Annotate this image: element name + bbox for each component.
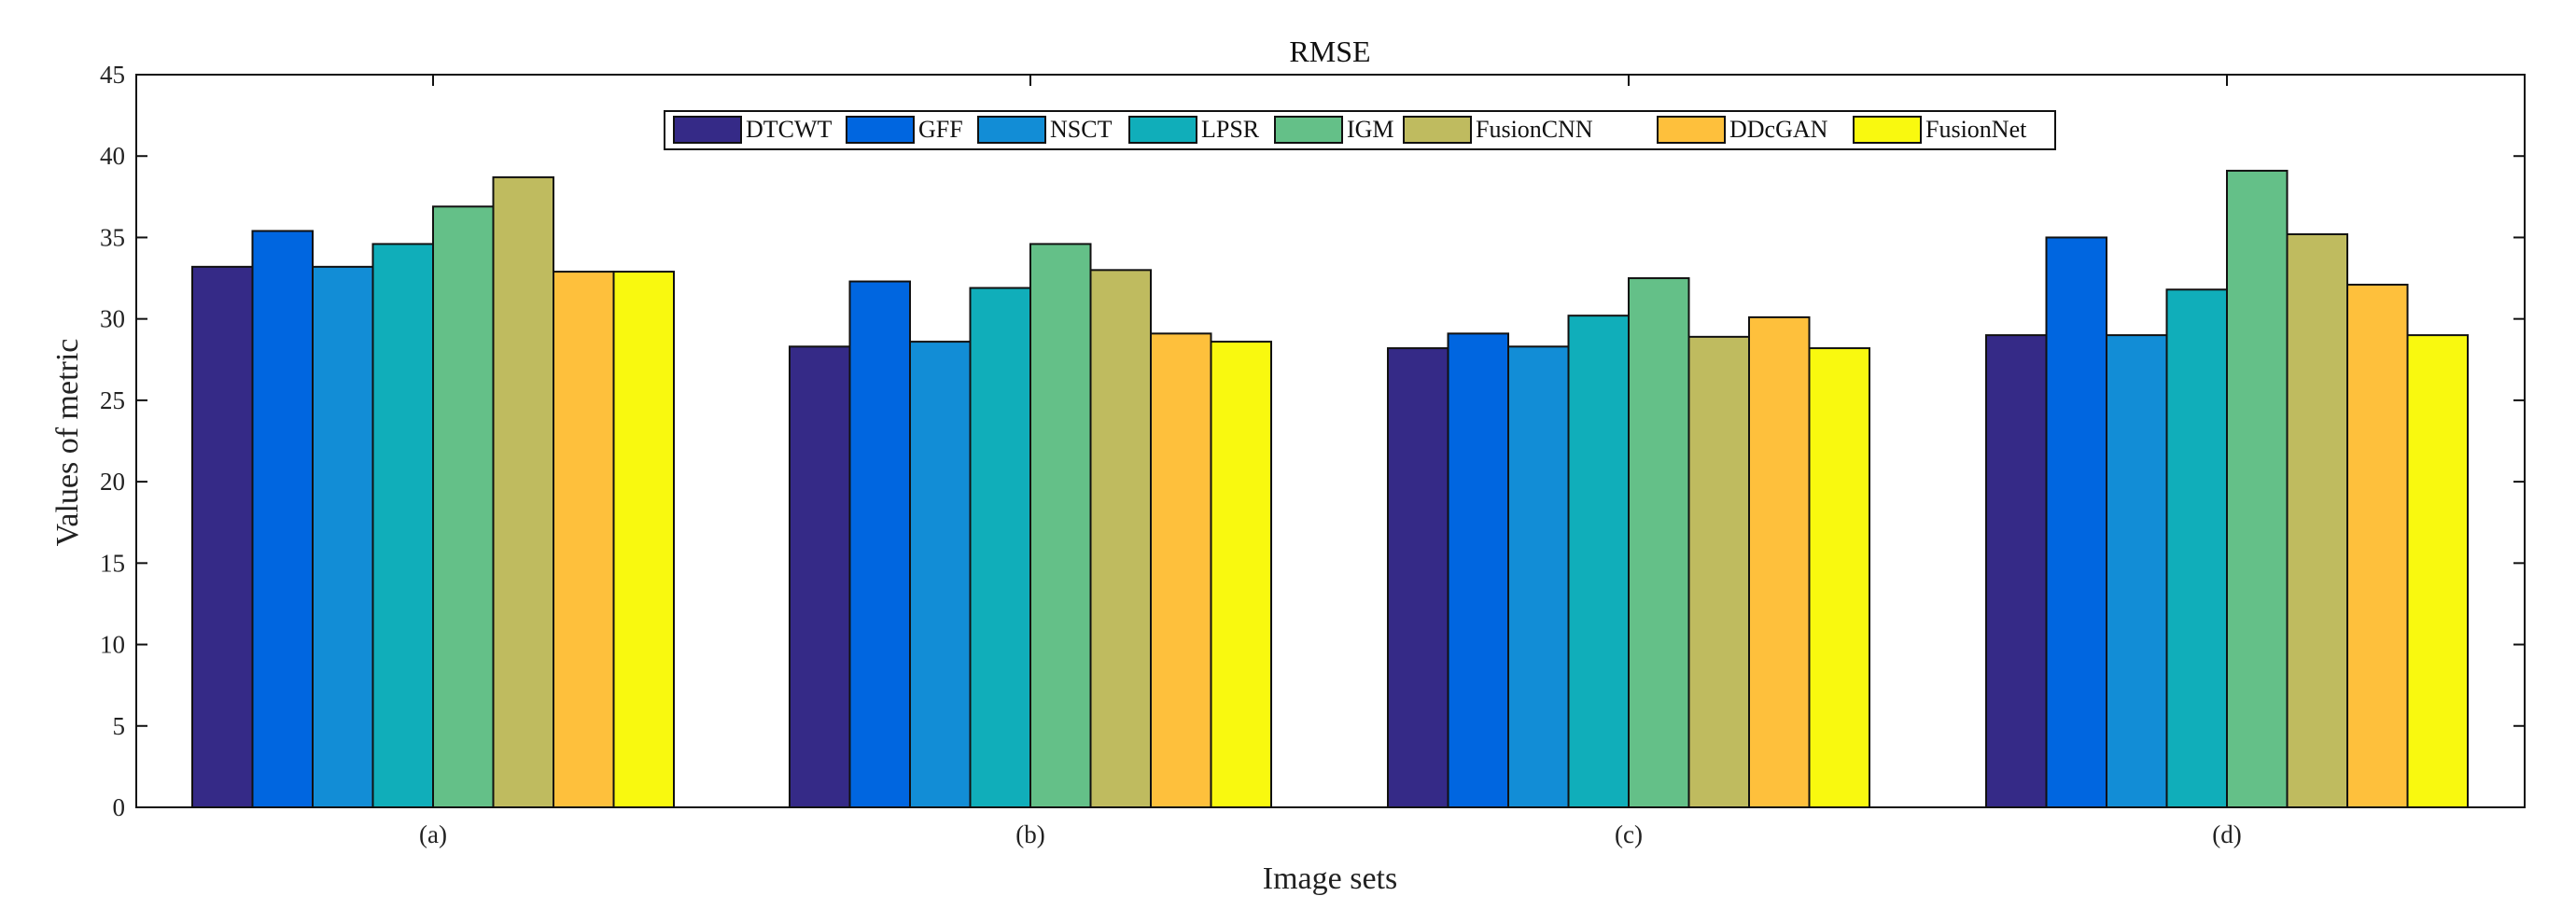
y-axis-label: Values of metric bbox=[50, 339, 85, 547]
x-tick-label: (c) bbox=[1615, 820, 1643, 848]
y-tick-label: 5 bbox=[113, 712, 126, 740]
bar-lpsr-b bbox=[969, 287, 1031, 808]
bar-nsct-d bbox=[2106, 334, 2168, 808]
legend-swatch-gff bbox=[846, 116, 915, 144]
legend-label-gff: GFF bbox=[918, 116, 963, 143]
legend-swatch-dtcwt bbox=[673, 116, 742, 144]
x-tick-label: (a) bbox=[419, 820, 447, 848]
legend-swatch-nsct bbox=[977, 116, 1046, 144]
bar-nsct-c bbox=[1507, 345, 1570, 808]
legend-swatch-igm bbox=[1274, 116, 1343, 144]
bar-fusionnet-a bbox=[612, 271, 675, 809]
y-tick-label: 25 bbox=[100, 386, 125, 414]
legend-label-fusioncnn: FusionCNN bbox=[1476, 116, 1593, 143]
bar-igm-c bbox=[1628, 277, 1690, 808]
y-tick-label: 40 bbox=[100, 142, 125, 170]
bar-lpsr-a bbox=[371, 243, 434, 808]
bar-gff-b bbox=[848, 280, 911, 808]
x-tick-label: (b) bbox=[1015, 820, 1044, 848]
bar-gff-d bbox=[2045, 236, 2107, 808]
bar-nsct-b bbox=[909, 341, 972, 808]
y-tick-label: 20 bbox=[100, 468, 125, 496]
y-tick-label: 45 bbox=[100, 61, 125, 89]
y-tick-label: 15 bbox=[100, 549, 125, 577]
bar-igm-b bbox=[1029, 243, 1092, 808]
bar-fusioncnn-b bbox=[1089, 269, 1152, 809]
bar-fusionnet-b bbox=[1210, 341, 1272, 808]
legend-label-ddcgan: DDcGAN bbox=[1729, 116, 1828, 143]
x-axis-ticks: (a) (b) (c) (d) bbox=[419, 75, 2242, 848]
plot-frame bbox=[135, 74, 2526, 808]
bar-dtcwt-b bbox=[789, 345, 851, 808]
y-tick-label: 10 bbox=[100, 631, 125, 659]
bar-dtcwt-d bbox=[1985, 334, 2048, 808]
bar-lpsr-c bbox=[1567, 315, 1630, 808]
legend-label-fusionnet: FusionNet bbox=[1925, 116, 2027, 143]
bar-dtcwt-a bbox=[191, 265, 254, 809]
legend-label-igm: IGM bbox=[1347, 116, 1394, 143]
x-axis-label: Image sets bbox=[1263, 861, 1397, 896]
y-tick-label: 35 bbox=[100, 223, 125, 251]
bar-gff-a bbox=[251, 230, 314, 808]
bar-ddcgan-b bbox=[1150, 332, 1212, 808]
x-tick-label: (d) bbox=[2212, 820, 2241, 848]
bar-fusioncnn-c bbox=[1687, 335, 1750, 808]
bar-dtcwt-c bbox=[1387, 347, 1449, 808]
y-tick-label: 30 bbox=[100, 305, 125, 333]
legend-swatch-lpsr bbox=[1128, 116, 1197, 144]
bar-lpsr-d bbox=[2165, 288, 2228, 808]
bar-ddcgan-c bbox=[1748, 315, 1811, 808]
chart-legend: DTCWT GFF NSCT LPSR IGM FusionCNN DDcGAN Fusion… bbox=[664, 110, 2056, 150]
legend-swatch-ddcgan bbox=[1657, 116, 1726, 144]
bar-nsct-a bbox=[312, 265, 374, 809]
bar-fusionnet-c bbox=[1808, 347, 1870, 808]
bar-ddcgan-a bbox=[553, 271, 615, 809]
bar-igm-a bbox=[432, 205, 495, 809]
bar-series-group bbox=[191, 169, 2469, 809]
bar-fusioncnn-d bbox=[2286, 232, 2348, 808]
legend-label-dtcwt: DTCWT bbox=[746, 116, 833, 143]
bar-fusionnet-d bbox=[2406, 334, 2469, 808]
bar-ddcgan-d bbox=[2346, 284, 2409, 808]
y-axis-ticks: 0 5 10 15 20 25 30 35 40 45 bbox=[100, 61, 2525, 821]
bar-igm-d bbox=[2226, 169, 2289, 808]
bar-fusioncnn-a bbox=[492, 175, 554, 808]
legend-label-lpsr: LPSR bbox=[1201, 116, 1260, 143]
chart-title: RMSE bbox=[1289, 35, 1370, 68]
legend-swatch-fusioncnn bbox=[1403, 116, 1472, 144]
bar-gff-c bbox=[1447, 332, 1509, 808]
legend-swatch-fusionnet bbox=[1853, 116, 1922, 144]
y-tick-label: 0 bbox=[113, 793, 126, 821]
legend-label-nsct: NSCT bbox=[1050, 116, 1113, 143]
